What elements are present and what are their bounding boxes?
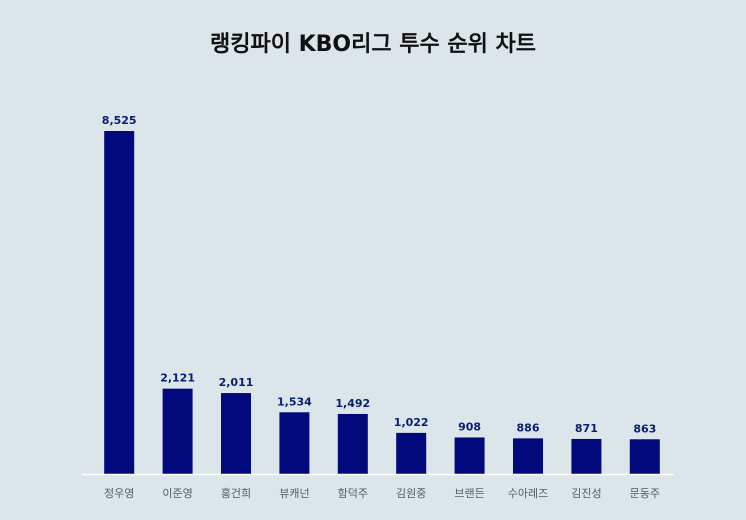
x-tick-label: 김원중	[396, 487, 426, 500]
bar-value-label: 863	[633, 422, 656, 435]
x-tick-label: 수아레즈	[508, 487, 548, 500]
bar-value-label: 886	[517, 421, 540, 434]
bar-value-label: 871	[575, 422, 598, 435]
x-tick-label: 정우영	[104, 487, 134, 500]
bar-value-label: 8,525	[102, 114, 137, 127]
x-tick-label: 김진성	[571, 487, 601, 500]
bar-value-label: 908	[458, 420, 481, 433]
bar-9	[571, 439, 601, 474]
bar-value-label: 2,121	[160, 372, 195, 385]
bar-10	[630, 439, 660, 474]
bar-value-label: 1,022	[394, 416, 429, 429]
x-tick-label: 홍건희	[221, 486, 251, 500]
bar-8	[513, 438, 543, 474]
x-tick-label: 문동주	[630, 487, 660, 500]
bar-3	[221, 393, 251, 474]
bar-2	[163, 389, 193, 474]
bar-6	[396, 433, 426, 474]
x-tick-label: 함덕주	[338, 487, 368, 500]
bar-1	[104, 131, 134, 474]
bar-value-label: 1,534	[277, 395, 312, 408]
bar-4	[279, 412, 309, 474]
bar-5	[338, 414, 368, 474]
x-tick-label: 뷰캐넌	[279, 487, 309, 500]
bar-value-label: 2,011	[219, 376, 254, 389]
x-tick-label: 이준영	[162, 487, 192, 500]
x-tick-label: 브랜든	[454, 487, 484, 500]
bar-value-label: 1,492	[335, 397, 370, 410]
bar-7	[455, 437, 485, 474]
